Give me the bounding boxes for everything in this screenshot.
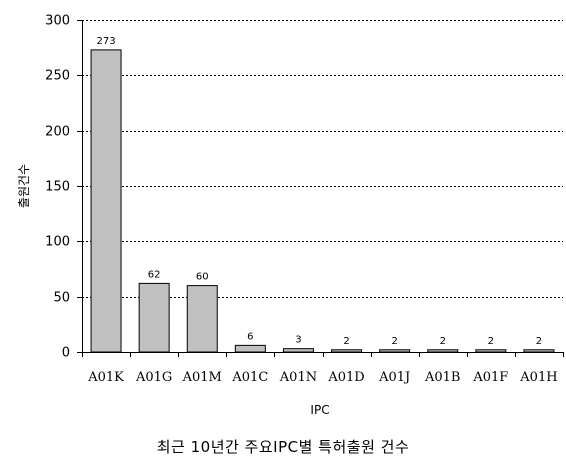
- x-tick-label-A01F: A01F: [472, 370, 508, 385]
- x-axis-ticks: A01K A01G A01M A01C A01N A01D A01J A01B A01F A01H: [82, 352, 564, 385]
- x-tick-label-A01G: A01G: [135, 370, 172, 385]
- y-tick-label: 150: [45, 180, 70, 195]
- gridlines: [82, 20, 563, 298]
- x-tick-label-A01C: A01C: [231, 370, 268, 385]
- x-tick-label-A01J: A01J: [378, 370, 410, 385]
- x-tick-label-A01M: A01M: [182, 370, 222, 385]
- bar-A01D: [331, 349, 363, 353]
- data-label-A01B: 2: [440, 336, 446, 347]
- bar-A01G: [138, 282, 170, 353]
- data-label-A01C: 6: [247, 331, 253, 342]
- y-axis-ticks: 0 50 100 150 200 250 300: [45, 14, 82, 361]
- data-labels: 273 62 60 6 3 2 2 2 2 2: [97, 36, 543, 347]
- x-axis-title: IPC: [310, 403, 329, 417]
- data-label-A01H: 2: [536, 336, 542, 347]
- bar-A01J: [379, 349, 411, 353]
- data-label-A01M: 60: [196, 272, 209, 283]
- data-label-A01J: 2: [391, 336, 397, 347]
- bars: [90, 49, 555, 353]
- bar-A01K: [90, 49, 122, 353]
- y-tick-label: 0: [62, 346, 70, 361]
- bar-A01N: [282, 348, 314, 353]
- y-axis-title: 출원건수: [17, 164, 31, 208]
- axes: [77, 20, 563, 353]
- bar-A01F: [475, 349, 507, 353]
- x-tick-label-A01H: A01H: [519, 370, 557, 385]
- x-tick-label-A01B: A01B: [424, 370, 460, 385]
- x-tick-label-A01N: A01N: [279, 370, 317, 385]
- bar-A01C: [234, 344, 266, 353]
- x-tick-label-A01D: A01D: [327, 370, 364, 385]
- data-label-A01N: 3: [295, 335, 301, 346]
- chart-title: 최근 10년간 주요IPC별 특허출원 건수: [156, 438, 410, 456]
- y-tick-label: 300: [45, 14, 70, 29]
- y-tick-label: 200: [45, 125, 70, 140]
- data-label-A01F: 2: [488, 336, 494, 347]
- y-tick-label: 100: [45, 235, 70, 250]
- x-tick-label-A01K: A01K: [87, 370, 124, 385]
- data-label-A01K: 273: [97, 36, 116, 47]
- bar-A01H: [523, 349, 555, 353]
- bar-A01M: [186, 285, 218, 353]
- data-label-A01G: 62: [148, 269, 161, 280]
- y-tick-label: 250: [45, 69, 70, 84]
- y-tick-label: 50: [53, 291, 70, 306]
- data-label-A01D: 2: [343, 336, 349, 347]
- bar-A01B: [427, 349, 459, 353]
